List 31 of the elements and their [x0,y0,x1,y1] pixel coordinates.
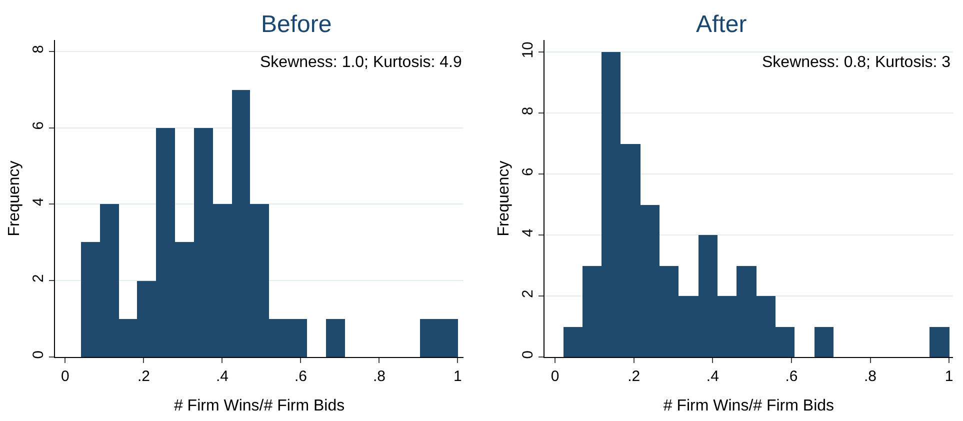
y-tick-label: 4 [30,198,47,206]
x-tick-label: 1 [454,368,462,385]
y-tick-label: 4 [519,228,536,237]
x-tick-label: .6 [294,368,307,385]
x-axis-title: # Firm Wins/# Firm Bids [663,398,834,415]
x-tick-label: .2 [628,368,640,385]
y-axis-title: Frequency [6,160,23,236]
y-tick-label: 8 [519,106,536,116]
y-axis-title: Frequency [495,160,512,236]
x-tick-label: 0 [550,368,560,385]
y-tick-label: 2 [30,274,47,283]
x-tick-label: 1 [944,368,954,385]
annotation: Skewness: 0.8; Kurtosis: 3 [762,54,951,71]
y-tick-label: 10 [519,42,536,58]
x-tick-label: .4 [216,368,228,385]
chart-title: Before [261,11,332,38]
y-tick-label: 6 [519,168,536,176]
x-tick-label: .8 [372,368,386,385]
chart-title: After [696,11,747,38]
x-tick-label: .2 [137,368,150,385]
y-tick-label: 8 [30,45,47,54]
x-tick-label: .4 [706,368,719,385]
y-tick-label: 2 [519,290,536,298]
x-axis-title: # Firm Wins/# Firm Bids [174,398,345,415]
y-tick-label: 0 [519,350,536,359]
y-tick-label: 6 [30,121,47,130]
x-tick-label: 0 [61,368,70,385]
annotation: Skewness: 1.0; Kurtosis: 4.9 [260,54,462,71]
y-tick-label: 0 [30,350,47,359]
x-tick-label: .6 [785,368,798,385]
x-tick-label: .8 [864,368,877,385]
